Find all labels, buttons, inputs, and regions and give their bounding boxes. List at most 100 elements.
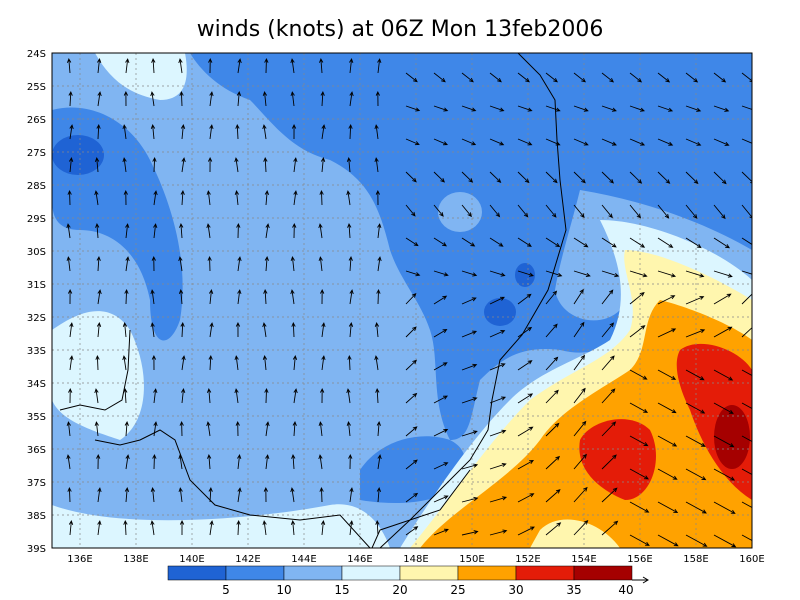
- wind-arrow: [207, 255, 212, 272]
- wind-arrow: [376, 487, 382, 503]
- wind-arrow: [124, 421, 129, 437]
- wind-arrow: [489, 270, 506, 277]
- lat-label: 25S: [27, 82, 46, 93]
- wind-arrow: [629, 501, 650, 513]
- wind-arrow: [573, 486, 588, 503]
- shade: [52, 504, 390, 548]
- wind-arrow: [235, 420, 240, 437]
- wind-arrow: [236, 222, 241, 239]
- wind-arrow: [489, 462, 507, 470]
- wind-arrow: [573, 321, 585, 338]
- colorbar-box: [457, 565, 517, 581]
- wind-arrow: [517, 459, 535, 470]
- wind-arrow: [573, 171, 586, 184]
- wind-arrow: [264, 256, 269, 272]
- wind-arrow: [152, 156, 157, 173]
- wind-arrow: [95, 223, 100, 239]
- wind-arrow: [685, 402, 706, 414]
- wind-arrow: [181, 388, 186, 404]
- wind-arrow: [234, 355, 239, 371]
- colorbar-arrow: [632, 576, 649, 584]
- wind-arrow: [68, 157, 74, 173]
- wind-arrow: [377, 256, 382, 272]
- wind-arrow: [685, 369, 705, 381]
- wind-arrow: [153, 388, 158, 404]
- wind-arrow: [601, 237, 617, 248]
- wind-arrow: [741, 534, 752, 541]
- wind-arrow: [122, 322, 128, 338]
- wind-arrow: [349, 487, 354, 503]
- wind-arrow: [601, 388, 616, 404]
- lon-label: 160E: [739, 554, 764, 565]
- wind-arrow: [291, 454, 296, 470]
- wind-arrow: [67, 189, 72, 206]
- wind-arrow: [489, 330, 506, 338]
- wind-arrow: [433, 72, 446, 83]
- wind-arrow: [657, 171, 671, 184]
- wind-arrow: [180, 124, 186, 140]
- wind-arrow: [179, 420, 184, 437]
- wind-arrow: [573, 72, 587, 83]
- wind-arrow: [685, 171, 699, 185]
- colorbar-box: [399, 565, 459, 581]
- wind-arrow: [290, 256, 295, 272]
- wind-arrow: [629, 138, 646, 146]
- wind-arrow: [69, 322, 74, 338]
- wind-arrow: [629, 435, 649, 447]
- wind-arrow: [291, 123, 297, 140]
- wind-arrow: [545, 171, 558, 184]
- wind-arrow: [178, 58, 183, 74]
- wind-arrow: [69, 355, 74, 371]
- colorbar-label: 25: [450, 583, 465, 597]
- wind-arrow: [629, 292, 645, 305]
- wind-arrow: [629, 534, 650, 546]
- wind-arrow: [433, 237, 447, 247]
- wind-arrow: [207, 454, 212, 470]
- wind-arrow: [375, 519, 380, 536]
- wind-arrow: [713, 326, 733, 338]
- wind-arrow: [601, 72, 615, 83]
- colorbar-box: [341, 565, 401, 581]
- lat-label: 29S: [27, 214, 46, 225]
- wind-arrow: [290, 289, 295, 305]
- wind-arrow: [741, 72, 752, 83]
- wind-arrow: [68, 520, 74, 536]
- wind-arrow: [265, 454, 270, 470]
- wind-arrow: [67, 486, 72, 503]
- wind-arrow: [66, 223, 71, 239]
- wind-arrow: [489, 363, 506, 371]
- wind-arrow: [405, 171, 417, 183]
- wind-arrow: [713, 138, 730, 146]
- wind-arrow: [263, 486, 269, 503]
- lat-label: 30S: [27, 247, 46, 258]
- wind-arrow: [346, 190, 351, 206]
- wind-arrow: [433, 270, 449, 277]
- wind-arrow: [433, 204, 444, 217]
- wind-arrow: [209, 91, 214, 107]
- wind-arrow: [153, 190, 158, 206]
- wind-arrow: [489, 396, 507, 404]
- wind-arrow: [348, 256, 353, 272]
- wind-arrow: [375, 387, 380, 404]
- lat-label: 32S: [27, 313, 46, 324]
- wind-arrow: [124, 487, 130, 503]
- wind-arrow: [461, 138, 477, 146]
- lat-label: 37S: [27, 478, 46, 489]
- wind-arrow: [179, 223, 184, 239]
- wind-arrow: [545, 389, 559, 404]
- wind-arrow: [713, 468, 736, 481]
- wind-arrow: [376, 288, 381, 305]
- wind-arrow: [123, 387, 128, 404]
- wind-arrow: [601, 520, 619, 536]
- wind-arrow: [741, 138, 752, 144]
- wind-arrow: [741, 105, 752, 110]
- wind-arrow: [96, 123, 101, 140]
- wind-arrow: [262, 124, 267, 140]
- lat-label: 36S: [27, 445, 46, 456]
- wind-arrow: [180, 321, 185, 338]
- wind-arrow: [545, 489, 561, 503]
- wind-arrow: [517, 393, 534, 404]
- wind-arrow: [685, 329, 706, 338]
- shade: [52, 135, 104, 175]
